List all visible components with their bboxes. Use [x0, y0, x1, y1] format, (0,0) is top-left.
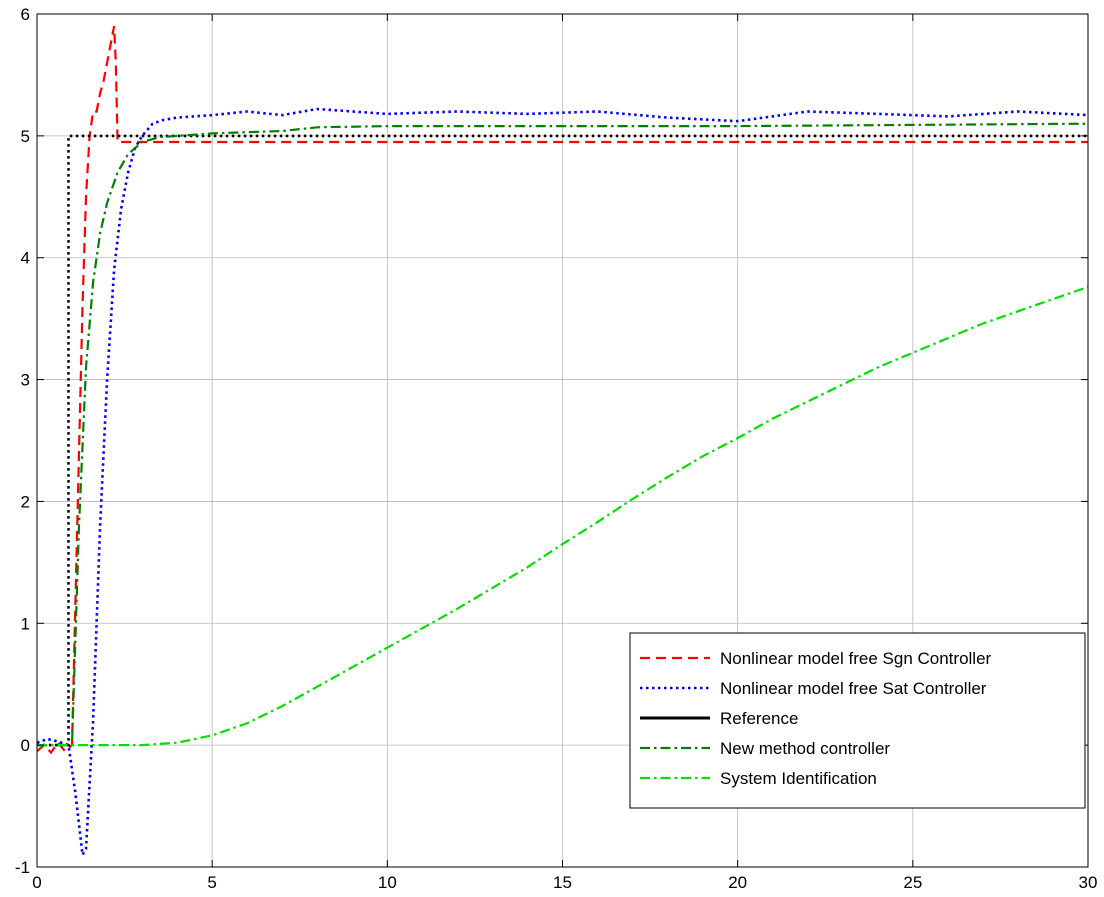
series-line-2 — [37, 134, 1088, 747]
legend-label-3: New method controller — [720, 739, 890, 758]
legend: Nonlinear model free Sgn Controller Nonli… — [629, 632, 1086, 809]
series-line-3 — [37, 122, 1089, 747]
series-group — [36, 25, 1089, 859]
x-tick-label-6: 30 — [1079, 873, 1098, 892]
y-tick-label-4: 3 — [21, 371, 30, 390]
series-line-1 — [36, 107, 1089, 859]
y-tick-label-0: -1 — [15, 858, 30, 877]
x-tick-label-4: 20 — [728, 873, 747, 892]
y-tick-label-6: 5 — [21, 127, 30, 146]
legend-label-1: Nonlinear model free Sat Controller — [720, 679, 987, 698]
x-tick-label-3: 15 — [553, 873, 572, 892]
x-tick-label-0: 0 — [32, 873, 41, 892]
legend-label-0: Nonlinear model free Sgn Controller — [720, 649, 992, 668]
series-line-4 — [37, 285, 1089, 747]
y-tick-label-3: 2 — [21, 492, 30, 511]
y-tick-label-1: 0 — [21, 736, 30, 755]
y-tick-label-7: 6 — [21, 5, 30, 24]
y-tick-label-5: 4 — [21, 249, 30, 268]
x-tick-label-5: 25 — [903, 873, 922, 892]
x-tick-label-1: 5 — [207, 873, 216, 892]
x-tick-label-2: 10 — [378, 873, 397, 892]
y-tick-label-2: 1 — [21, 614, 30, 633]
legend-label-2: Reference — [720, 709, 798, 728]
legend-label-4: System Identification — [720, 769, 877, 788]
